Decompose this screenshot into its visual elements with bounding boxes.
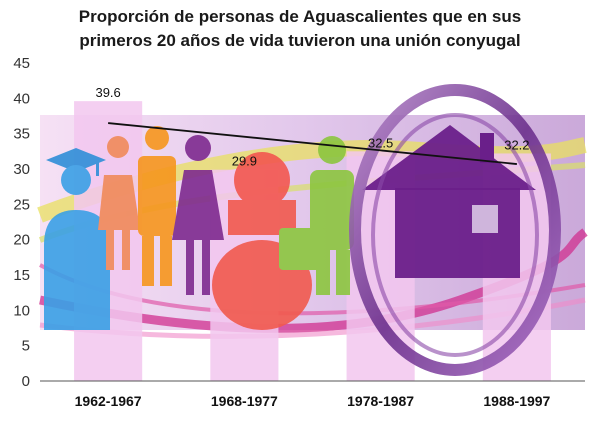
data-label-1988-1997: 32.2 xyxy=(504,137,529,152)
y-tick-label: 35 xyxy=(13,126,30,143)
data-labels: 39.6 29.9 32.5 32.2 xyxy=(95,85,529,169)
pink-swirl xyxy=(39,228,588,333)
x-axis: 1962-1967 1968-1977 1978-1987 1988-1997 xyxy=(75,393,551,409)
adult-figure-icon xyxy=(138,126,176,286)
chart-title: Proporción de personas de Aguascalientes… xyxy=(79,7,521,50)
data-label-1962-1967: 39.6 xyxy=(95,85,120,100)
people-figures xyxy=(44,126,354,330)
graduate-figure-icon xyxy=(44,148,110,330)
chart-title-line-1: Proporción de personas de Aguascalientes… xyxy=(79,7,521,26)
y-tick-label: 20 xyxy=(13,232,30,249)
y-tick-label: 40 xyxy=(13,90,30,107)
y-tick-label: 45 xyxy=(13,55,30,72)
x-tick-label: 1968-1977 xyxy=(211,393,278,409)
chart-title-line-2: primeros 20 años de vida tuvieron una un… xyxy=(79,31,520,50)
y-tick-label: 10 xyxy=(13,302,30,319)
woman-figure-icon xyxy=(172,135,224,295)
data-label-1968-1977: 29.9 xyxy=(232,154,257,169)
trend-line xyxy=(108,122,517,165)
pregnant-figure-icon xyxy=(212,152,312,330)
x-tick-label: 1962-1967 xyxy=(75,393,142,409)
ring-icon xyxy=(349,84,561,376)
child-figure-icon xyxy=(98,136,140,270)
traveler-figure-icon xyxy=(279,136,354,295)
data-label-1978-1987: 32.5 xyxy=(368,135,393,150)
y-axis: 0 5 10 15 20 25 30 35 40 45 xyxy=(13,55,30,390)
y-tick-label: 5 xyxy=(22,338,30,355)
y-tick-label: 25 xyxy=(13,196,30,213)
x-tick-label: 1978-1987 xyxy=(347,393,414,409)
y-tick-label: 30 xyxy=(13,161,30,178)
x-tick-label: 1988-1997 xyxy=(483,393,550,409)
y-tick-label: 15 xyxy=(13,267,30,284)
y-tick-label: 0 xyxy=(22,373,30,390)
